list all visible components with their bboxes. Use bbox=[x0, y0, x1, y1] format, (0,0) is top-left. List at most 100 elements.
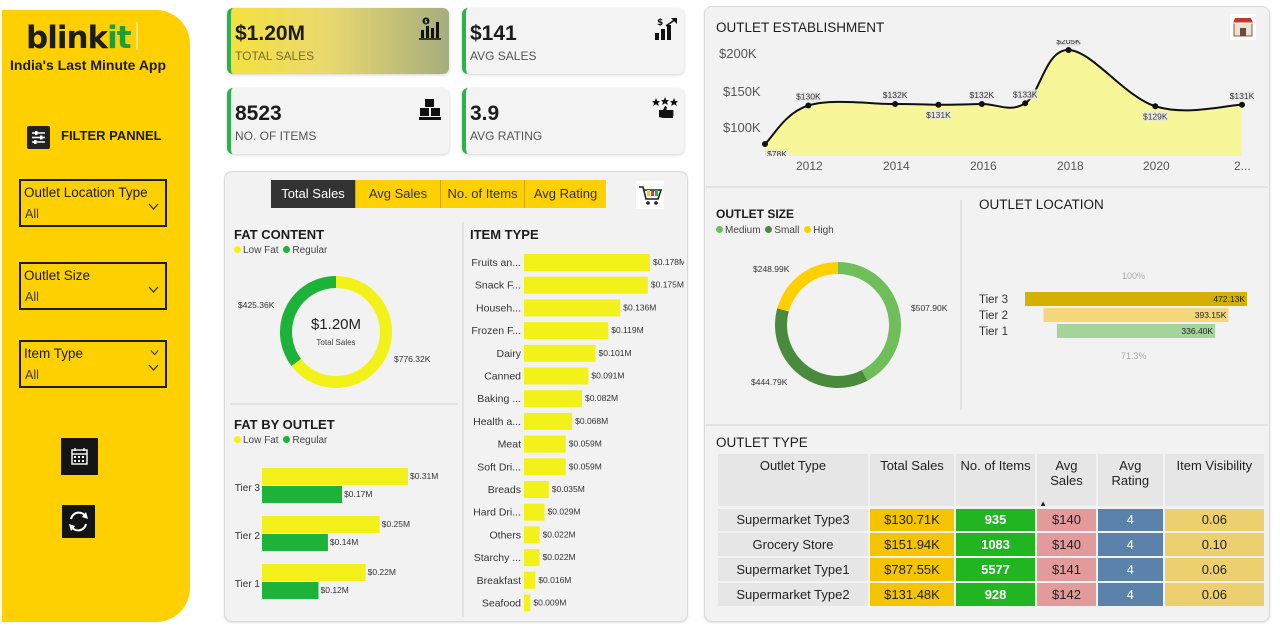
col-item-visibility[interactable]: Item Visibility bbox=[1164, 454, 1264, 506]
bar-value-label: $0.119M bbox=[611, 325, 643, 335]
chevron-down-icon bbox=[148, 286, 159, 293]
col-outlet-type[interactable]: Outlet Type bbox=[718, 454, 868, 506]
table-cell: $151.94K bbox=[869, 533, 955, 556]
x-tick: 2012 bbox=[796, 159, 823, 173]
bar-regular bbox=[262, 582, 319, 599]
donut-slice-high bbox=[777, 262, 838, 312]
legend-label: Low Fat bbox=[243, 245, 279, 256]
item-type-bar bbox=[524, 322, 609, 340]
table-cell: $130.71K bbox=[869, 508, 955, 531]
data-point bbox=[1239, 101, 1245, 108]
col-total-sales[interactable]: Total Sales bbox=[869, 454, 955, 506]
data-point bbox=[1065, 47, 1072, 53]
outlet-size-slicer[interactable]: Outlet Size All bbox=[19, 262, 167, 310]
donut-slice-small bbox=[775, 308, 868, 388]
item-type-bar bbox=[524, 254, 650, 271]
fat-by-outlet-title: FAT BY OUTLET bbox=[234, 417, 335, 432]
kpi-label: TOTAL SALES bbox=[235, 49, 315, 63]
donut-label-medium: $507.90K bbox=[911, 303, 948, 313]
bar-value-label: 336.40K bbox=[1181, 326, 1213, 336]
bar-value-label: $0.17M bbox=[344, 489, 372, 499]
bar-regular bbox=[262, 534, 328, 551]
category-label: Househ... bbox=[476, 302, 521, 314]
category-label: Breads bbox=[488, 484, 521, 496]
table-cell: Grocery Store bbox=[718, 533, 868, 556]
col-avg-rating[interactable]: Avg Rating bbox=[1097, 454, 1163, 506]
item-type-bar bbox=[524, 435, 566, 453]
funnel-top-percent: 100% bbox=[1122, 271, 1146, 281]
y-tick: $150K bbox=[723, 84, 761, 99]
data-label: $131K bbox=[1230, 91, 1255, 101]
slicer-value: All bbox=[25, 290, 39, 304]
outlet-type-rows: Supermarket Type3 $130.71K 935 $140 4 0.06 Gro… bbox=[718, 508, 1264, 606]
item-type-bar bbox=[524, 526, 540, 544]
funnel-bars: Tier 3 472.13K Tier 2 393.15K Tier 1 336.40K bbox=[979, 292, 1247, 338]
outlet-location-funnel: Tier 3 472.13K Tier 2 393.15K Tier 1 336.40K bbox=[979, 292, 1247, 338]
outlet-location-title: OUTLET LOCATION bbox=[979, 197, 1104, 212]
tab-avg-sales[interactable]: Avg Sales bbox=[355, 180, 440, 208]
data-point bbox=[892, 101, 899, 108]
x-tick: 2... bbox=[1234, 159, 1251, 173]
outlet-establishment-chart: $78K $130K $132K $131K $132K $133K $205K $129K $… bbox=[762, 40, 1255, 156]
category-label: Tier 3 bbox=[235, 483, 261, 494]
table-row[interactable]: Supermarket Type1 $787.55K 5577 $141 4 0.06 bbox=[718, 558, 1264, 581]
tab-avg-rating[interactable]: Avg Rating bbox=[524, 180, 606, 208]
legend-dot-low-fat bbox=[234, 246, 241, 253]
data-label-bg bbox=[1143, 111, 1168, 122]
sort-ascending-icon: ▲ bbox=[1039, 499, 1047, 508]
donut-center-value: $1.20M bbox=[310, 316, 362, 333]
bar-value-label: $0.059M bbox=[569, 461, 602, 471]
bar-value-label: $0.136M bbox=[623, 302, 656, 312]
item-type-title: ITEM TYPE bbox=[470, 227, 539, 242]
kpi-total-sales: $1.20M TOTAL SALES $ bbox=[227, 8, 449, 74]
tab-total-sales[interactable]: Total Sales bbox=[271, 180, 355, 208]
table-cell: 5577 bbox=[956, 558, 1036, 581]
table-row[interactable]: Supermarket Type3 $130.71K 935 $140 4 0.06 bbox=[718, 508, 1264, 531]
table-cell: $142 bbox=[1037, 583, 1096, 606]
table-cell: 4 bbox=[1097, 508, 1163, 531]
item-type-bar bbox=[524, 594, 531, 612]
category-label: Tier 2 bbox=[235, 531, 261, 542]
bar-value-label: $0.25M bbox=[382, 519, 410, 529]
series-line bbox=[764, 48, 1243, 145]
data-label: $131K bbox=[926, 110, 951, 120]
bar-value-label: $0.178M bbox=[653, 257, 684, 267]
col-avg-sales[interactable]: Avg Sales ▲ bbox=[1037, 454, 1096, 508]
kpi-label: NO. OF ITEMS bbox=[235, 129, 317, 143]
data-point bbox=[978, 101, 985, 108]
bar-regular bbox=[262, 486, 343, 503]
legend-dot-medium bbox=[716, 226, 723, 233]
item-type-bar bbox=[524, 571, 536, 589]
outlet-location-slicer[interactable]: Outlet Location Type All bbox=[19, 179, 167, 227]
bar-value-label: $0.091M bbox=[591, 371, 624, 381]
table-row[interactable]: Grocery Store $151.94K 1083 $140 4 0.10 bbox=[718, 533, 1264, 556]
bar-value-label: $0.101M bbox=[598, 348, 631, 358]
donut-label-regular: $425.36K bbox=[238, 300, 275, 310]
category-label: Health a... bbox=[473, 416, 521, 428]
legend-label: Low Fat bbox=[243, 435, 279, 446]
item-type-bar bbox=[524, 412, 573, 430]
dollar-growth-icon: $ bbox=[655, 18, 677, 40]
calendar-button[interactable] bbox=[61, 438, 98, 475]
section-divider bbox=[230, 403, 458, 405]
category-label: Tier 1 bbox=[235, 579, 261, 590]
donut-label-small: $444.79K bbox=[751, 377, 788, 387]
reset-button[interactable] bbox=[62, 505, 95, 538]
outlet-establishment-title: OUTLET ESTABLISHMENT bbox=[716, 20, 885, 35]
chevron-down-icon bbox=[148, 203, 159, 210]
category-label: Meat bbox=[498, 439, 521, 451]
item-type-slicer[interactable]: Item Type All bbox=[19, 340, 167, 388]
col-no-of-items[interactable]: No. of Items bbox=[956, 454, 1036, 506]
category-label: Baking ... bbox=[477, 393, 521, 405]
table-cell: 4 bbox=[1097, 583, 1163, 606]
tab-no-of-items[interactable]: No. of Items bbox=[440, 180, 524, 208]
bar-low-fat bbox=[262, 468, 408, 485]
table-row[interactable]: Supermarket Type2 $131.48K 928 $142 4 0.06 bbox=[718, 583, 1264, 606]
refresh-icon bbox=[69, 511, 88, 532]
category-label: Starchy ... bbox=[474, 552, 521, 564]
bar-low-fat bbox=[262, 516, 380, 533]
table-cell: $787.55K bbox=[869, 558, 955, 581]
filter-sliders-icon[interactable] bbox=[27, 126, 50, 149]
legend-dot-low-fat bbox=[234, 436, 241, 443]
data-label-bg bbox=[883, 90, 908, 101]
